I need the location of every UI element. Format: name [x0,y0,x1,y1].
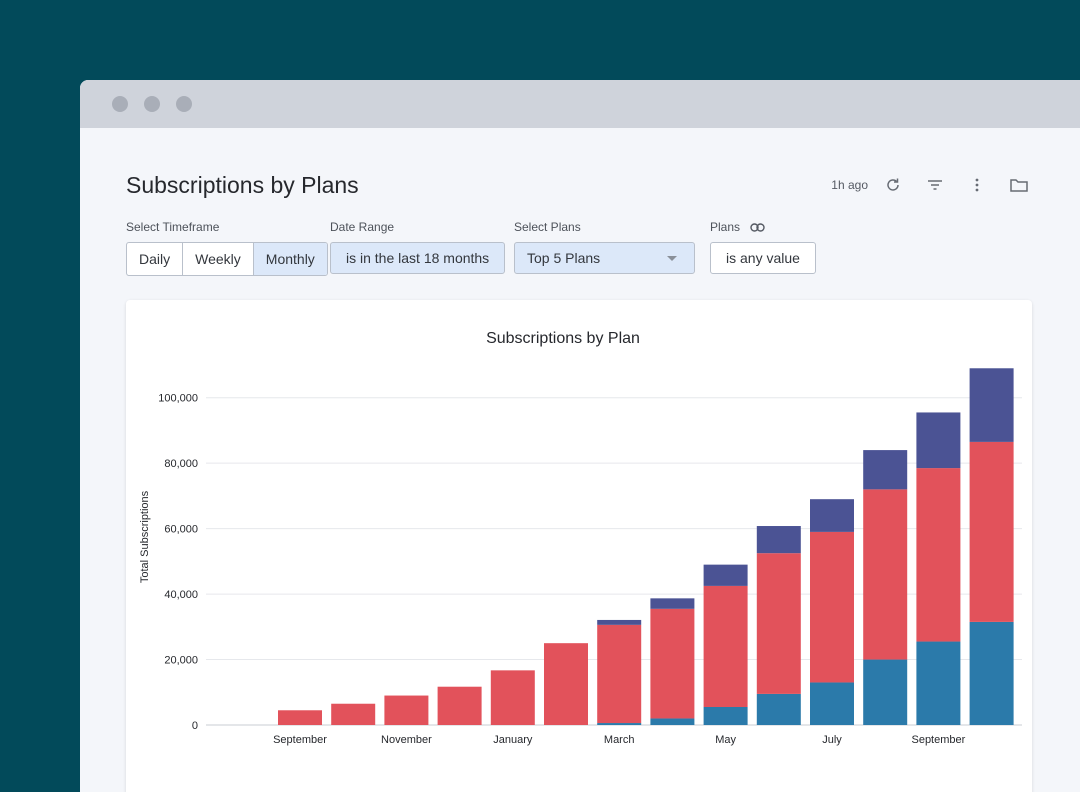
bar-segment-series-0[interactable] [863,659,908,725]
window-titlebar [80,80,1080,128]
x-tick-label: March [604,734,635,746]
plans-value-button[interactable]: is any value [710,242,816,274]
last-updated-text: 1h ago [831,178,868,192]
bar-segment-series-0[interactable] [703,707,748,725]
plans-select-label: Select Plans [514,220,581,234]
axis-ticks: 0 20,000 40,000 60,000 80,000 100,000 Septembe… [158,393,965,746]
x-tick-label: May [715,734,736,746]
bar-segment-series-0[interactable] [756,693,801,725]
bar-segment-series-1[interactable] [810,531,854,683]
bar-segment-series-1[interactable] [756,553,801,694]
y-tick-label: 100,000 [158,393,198,405]
x-tick-label: January [493,734,533,746]
chart-title: Subscriptions by Plan [486,330,640,347]
bar-segment-series-1[interactable] [544,643,588,725]
x-tick-label: September [273,734,327,746]
plans-select-filter: Select Plans Top 5 Plans [514,220,695,274]
plans-select-value: Top 5 Plans [527,250,601,266]
bar-segment-series-2[interactable] [756,526,801,554]
date-range-filter: Date Range is in the last 18 months [330,220,506,274]
bar-segment-series-2[interactable] [703,564,748,586]
bar-segment-series-2[interactable] [810,499,854,532]
bar-segment-series-0[interactable] [810,682,854,725]
bar-segment-series-2[interactable] [969,368,1014,442]
bar-segment-series-0[interactable] [916,641,961,725]
browser-window: Subscriptions by Plans 1h ago Select Tim… [80,80,1080,792]
link-icon[interactable] [750,222,765,232]
timeframe-daily-button[interactable]: Daily [127,243,184,275]
plans-select-dropdown[interactable]: Top 5 Plans [514,242,695,274]
bar-segment-series-1[interactable] [916,468,961,642]
page-title: Subscriptions by Plans [126,172,359,198]
bar-segment-series-2[interactable] [863,450,908,490]
bar-segment-series-1[interactable] [490,670,535,725]
bar-segment-series-2[interactable] [650,598,695,609]
bar-segment-series-2[interactable] [916,412,961,469]
window-maximize-dot[interactable] [176,96,192,112]
bar-segment-series-1[interactable] [384,695,429,725]
header-toolbar: 1h ago [831,176,1028,194]
plans-filter-label-row: Plans [710,220,816,234]
plans-filter-label: Plans [710,220,741,234]
timeframe-monthly-button[interactable]: Monthly [253,243,327,275]
bar-segment-series-1[interactable] [650,608,695,719]
folder-icon[interactable] [1010,176,1028,194]
bar-segment-series-1[interactable] [597,624,642,724]
bar-segment-series-1[interactable] [969,441,1014,622]
bar-segment-series-1[interactable] [703,585,748,707]
bar-segment-series-1[interactable] [278,710,322,725]
bar-segment-series-0[interactable] [650,718,695,725]
bars [278,368,1014,725]
timeframe-segmented-control: Daily Weekly Monthly [126,242,328,276]
subscriptions-chart: Subscriptions by Plan Total Subscription… [139,330,1022,746]
bar-segment-series-2[interactable] [597,619,642,625]
x-tick-label: November [381,734,432,746]
chevron-down-icon [667,255,677,261]
y-tick-label: 20,000 [164,655,198,667]
timeframe-label: Select Timeframe [126,220,220,234]
bar-segment-series-1[interactable] [863,489,908,660]
bar-segment-series-1[interactable] [437,686,482,725]
window-close-dot[interactable] [112,96,128,112]
bar-segment-series-0[interactable] [597,723,642,725]
timeframe-filter: Select Timeframe Daily Weekly Monthly [126,220,328,276]
x-tick-label: September [911,734,965,746]
refresh-icon[interactable] [884,176,902,194]
bar-segment-series-1[interactable] [331,703,376,725]
y-tick-label: 60,000 [164,524,198,536]
y-axis-label: Total Subscriptions [139,490,151,583]
bar-segment-series-0[interactable] [969,621,1014,725]
plans-filter: Plans is any value [710,220,816,274]
y-tick-label: 80,000 [164,458,198,470]
date-range-button[interactable]: is in the last 18 months [330,242,506,274]
chart-card: Subscriptions by Plan Total Subscription… [126,300,1032,792]
window-minimize-dot[interactable] [144,96,160,112]
timeframe-weekly-button[interactable]: Weekly [183,243,254,275]
y-tick-label: 0 [192,720,198,732]
date-range-label: Date Range [330,220,395,234]
x-tick-label: July [822,734,842,746]
more-vertical-icon[interactable] [968,176,986,194]
y-tick-label: 40,000 [164,589,198,601]
filter-icon[interactable] [926,176,944,194]
